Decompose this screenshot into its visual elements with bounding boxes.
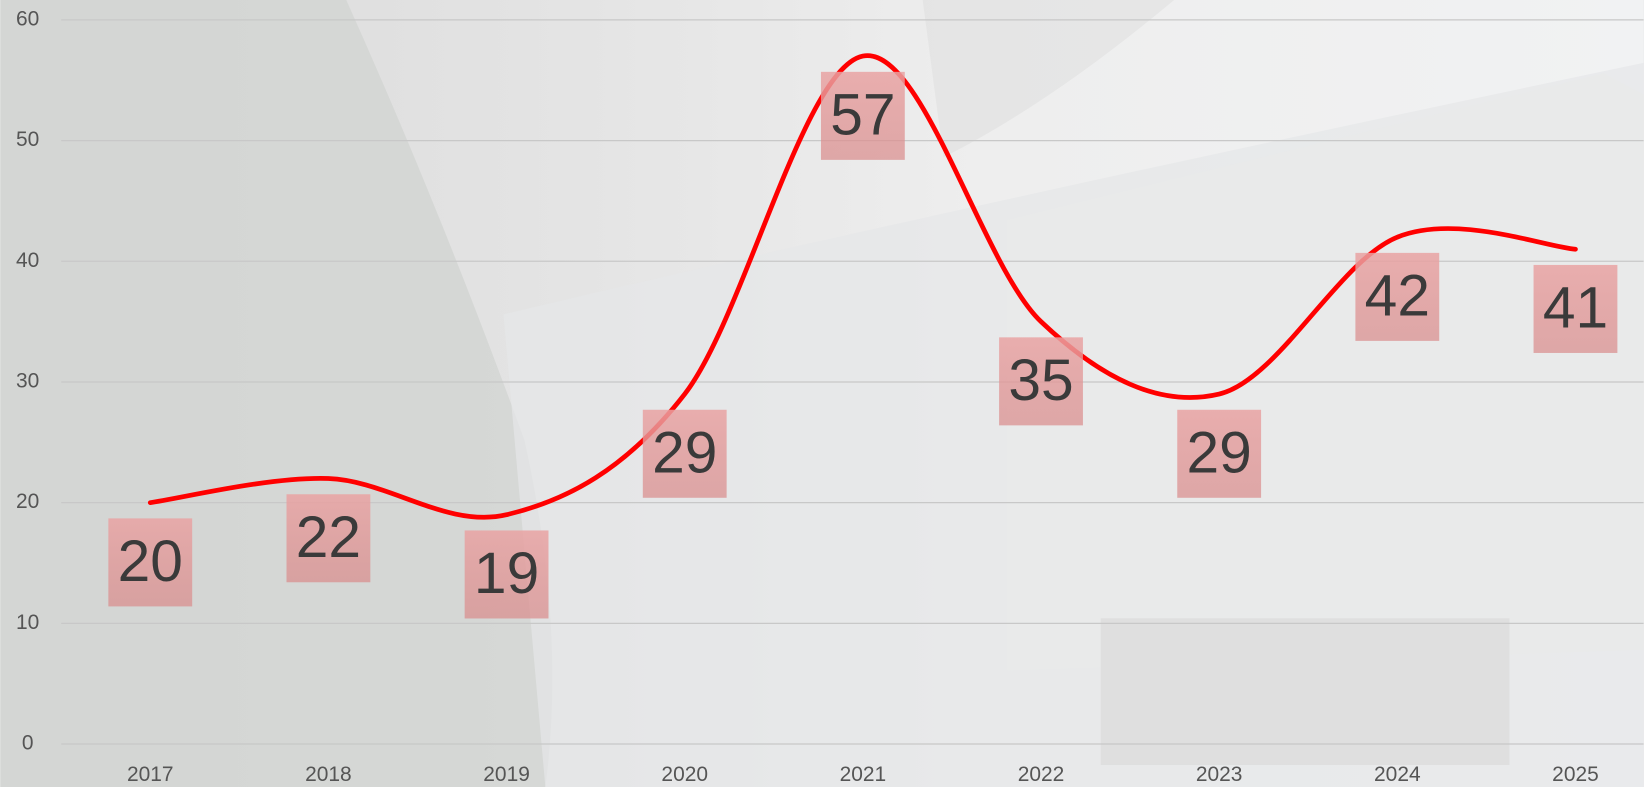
x-tick-label: 2019 [483,763,530,786]
data-label: 35 [1008,348,1073,413]
data-label: 41 [1543,276,1608,341]
y-tick-label: 60 [16,7,39,30]
x-tick-label: 2025 [1552,763,1599,786]
y-tick-label: 20 [16,490,39,513]
x-tick-label: 2022 [1018,763,1065,786]
data-label: 29 [652,420,717,485]
line [147,53,1578,520]
data-label-box [642,409,727,498]
y-tick-label: 50 [16,128,39,151]
x-tick-label: 2020 [661,763,708,786]
y-tick-label: 0 [22,732,34,755]
x-tick-label: 2018 [305,763,352,786]
data-label: 20 [118,529,183,594]
data-label: 19 [474,541,539,606]
y-tick-label: 10 [16,611,39,634]
data-label-box [820,71,905,160]
x-tick-label: 2017 [127,763,174,786]
y-tick-label: 40 [16,249,39,272]
data-label-box [464,530,549,619]
data-label-box [1533,264,1618,353]
data-label-box [108,518,193,607]
data-label: 57 [830,82,895,147]
data-label: 22 [296,505,361,570]
data-label: 29 [1187,420,1252,485]
data-label-box [1177,409,1262,498]
x-tick-label: 2021 [840,763,887,786]
y-tick-label: 30 [16,370,39,393]
data-label-box [286,494,371,583]
data-label: 42 [1365,264,1430,329]
data-label-box [1355,252,1440,341]
x-tick-label: 2024 [1374,763,1421,786]
data-label-box [999,337,1083,426]
x-tick-label: 2023 [1196,763,1243,786]
